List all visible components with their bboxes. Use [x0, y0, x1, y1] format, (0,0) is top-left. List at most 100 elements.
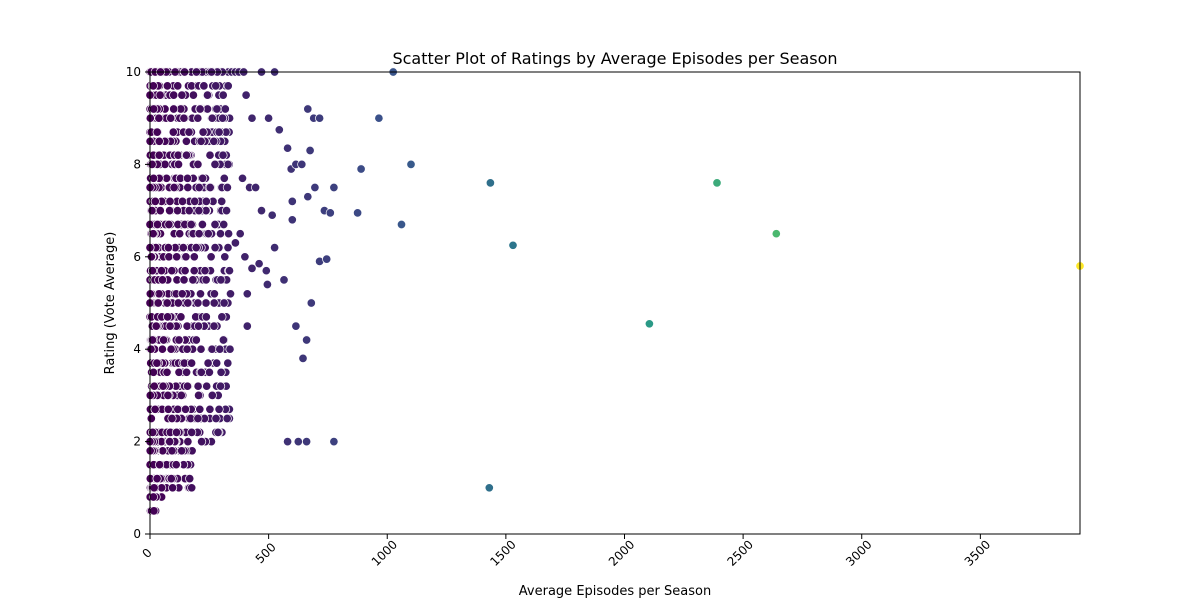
data-point — [149, 104, 159, 114]
data-point — [194, 206, 204, 216]
data-point — [222, 182, 232, 193]
data-point — [168, 483, 178, 493]
data-point — [270, 243, 280, 253]
data-point — [240, 252, 250, 262]
x-tick-label: 1500 — [487, 537, 518, 568]
data-point — [325, 208, 335, 218]
data-point — [173, 150, 183, 160]
x-tick-label: 3000 — [843, 537, 874, 568]
data-point — [215, 344, 225, 354]
data-point — [224, 266, 235, 276]
data-point — [194, 390, 204, 400]
data-point — [247, 113, 257, 123]
data-point — [166, 344, 176, 354]
data-point — [256, 206, 267, 216]
data-point — [209, 298, 219, 308]
data-point — [222, 413, 232, 424]
data-point — [196, 136, 206, 146]
data-point — [205, 150, 215, 160]
data-point — [195, 289, 206, 299]
data-point — [712, 178, 722, 188]
data-point — [293, 437, 303, 447]
data-point — [147, 206, 157, 216]
data-point — [211, 413, 221, 424]
data-point — [223, 81, 233, 91]
data-point — [230, 238, 240, 248]
data-point — [209, 136, 219, 146]
data-point — [179, 113, 189, 123]
data-point — [297, 159, 307, 169]
data-point — [210, 159, 220, 169]
data-point — [193, 159, 203, 169]
data-point — [187, 427, 197, 437]
data-point — [172, 252, 182, 262]
data-point — [508, 240, 518, 250]
data-point — [203, 229, 213, 239]
data-point — [166, 113, 176, 123]
data-point — [163, 243, 173, 253]
data-point — [148, 492, 158, 502]
data-point — [217, 312, 227, 322]
data-point — [771, 229, 781, 239]
data-point — [164, 219, 174, 230]
data-point — [188, 90, 198, 100]
data-point — [279, 275, 289, 285]
data-point — [156, 266, 167, 276]
data-point — [175, 229, 185, 239]
data-point — [149, 506, 159, 516]
data-point — [203, 358, 213, 368]
data-point — [148, 367, 159, 377]
data-point — [162, 367, 172, 377]
data-point — [196, 367, 206, 377]
data-point — [154, 113, 164, 123]
data-point — [287, 196, 297, 206]
data-point — [181, 150, 192, 160]
data-point — [195, 104, 205, 114]
data-point — [167, 446, 177, 456]
data-point — [182, 344, 192, 354]
data-point — [177, 289, 187, 299]
data-point — [220, 252, 230, 262]
data-point — [262, 279, 272, 290]
data-point — [219, 298, 229, 308]
data-point — [190, 196, 200, 206]
data-point — [223, 358, 233, 368]
data-point — [207, 390, 217, 400]
data-point — [174, 367, 184, 377]
data-point — [181, 252, 191, 262]
data-point — [283, 143, 293, 153]
data-point — [485, 178, 495, 188]
data-point — [157, 344, 167, 354]
data-point — [149, 483, 159, 493]
y-tick-label: 2 — [133, 435, 141, 449]
data-point — [212, 104, 222, 114]
data-point — [193, 321, 204, 331]
data-point — [218, 90, 228, 100]
data-point — [283, 437, 293, 447]
data-point — [183, 182, 193, 193]
data-point — [241, 90, 251, 100]
data-point — [264, 113, 274, 123]
data-point — [224, 229, 234, 239]
data-point — [205, 404, 215, 414]
data-point — [158, 446, 168, 456]
data-point — [644, 319, 654, 329]
data-point — [218, 150, 228, 160]
data-point — [162, 298, 172, 308]
data-point — [165, 196, 175, 206]
data-point — [165, 321, 175, 331]
data-point — [152, 219, 163, 230]
data-point — [176, 312, 186, 322]
data-point — [184, 127, 194, 137]
data-point — [216, 275, 226, 285]
data-point — [217, 196, 227, 206]
data-point — [182, 173, 193, 183]
data-point — [242, 321, 252, 331]
data-point — [193, 381, 203, 391]
data-point — [200, 266, 210, 276]
x-axis: 0 500 1000 1500 2000 2500 3000 3500 — [140, 534, 993, 569]
data-point — [187, 483, 197, 493]
data-point — [150, 404, 160, 414]
data-point — [152, 358, 162, 368]
